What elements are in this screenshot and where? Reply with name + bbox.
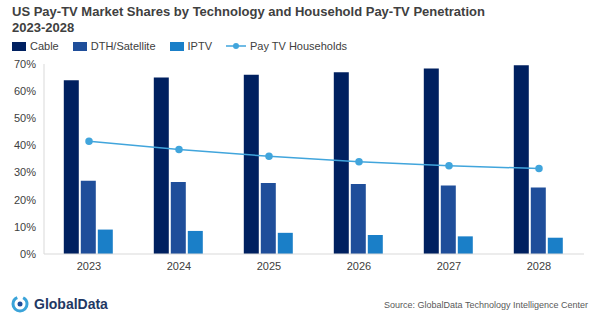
svg-text:60%: 60% xyxy=(14,85,36,97)
svg-text:2028: 2028 xyxy=(527,260,551,272)
html-text:Source: GlobalData Technology: Source: GlobalData Technology Intelligen… xyxy=(384,300,588,310)
svg-text:2023: 2023 xyxy=(77,260,101,272)
svg-text:70%: 70% xyxy=(14,58,36,70)
html-text:Pay TV Households: Pay TV Households xyxy=(250,40,347,52)
svg-text:2024: 2024 xyxy=(167,260,191,272)
svg-text:0%: 0% xyxy=(20,248,36,260)
svg-text:40%: 40% xyxy=(14,139,36,151)
svg-text:50%: 50% xyxy=(14,112,36,124)
html-text:2023-2028: 2023-2028 xyxy=(12,20,75,35)
html-text:DTH/Satellite: DTH/Satellite xyxy=(90,40,156,52)
html-text:GlobalData: GlobalData xyxy=(34,296,108,312)
html-text:IPTV: IPTV xyxy=(187,40,212,52)
svg-text:30%: 30% xyxy=(14,166,36,178)
svg-text:2026: 2026 xyxy=(347,260,371,272)
svg-text:2027: 2027 xyxy=(437,260,461,272)
svg-text:10%: 10% xyxy=(14,221,36,233)
svg-text:20%: 20% xyxy=(14,194,36,206)
html-text:Cable: Cable xyxy=(30,40,59,52)
svg-text:2025: 2025 xyxy=(257,260,281,272)
html-text:US Pay-TV Market Shares by Tec: US Pay-TV Market Shares by Technology an… xyxy=(12,4,485,19)
